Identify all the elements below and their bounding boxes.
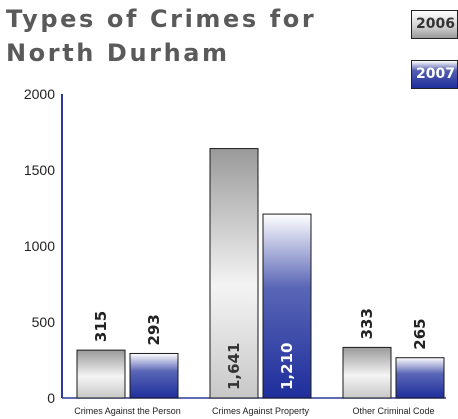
bar-2006	[76, 349, 126, 399]
bar-2006	[209, 148, 259, 399]
x-tick-label: Other Criminal Code	[352, 406, 434, 416]
data-label-2006: 333	[358, 308, 376, 339]
x-tick-label: Crimes Against the Person	[74, 406, 181, 416]
y-tick-label: 1000	[24, 238, 55, 254]
bar-2006	[342, 346, 392, 399]
bar-2007	[395, 357, 445, 399]
y-tick-label: 500	[32, 314, 56, 330]
data-label-2006: 315	[92, 311, 110, 342]
chart-title: Types of Crimes for North Durham	[6, 2, 316, 70]
y-tick-label: 2000	[24, 86, 55, 102]
data-label-2006: 1,641	[225, 343, 243, 390]
chart-title-line-1: Types of Crimes for	[6, 5, 317, 33]
y-tick-label: 0	[47, 390, 55, 406]
bar-2007	[129, 352, 179, 399]
data-label-2007: 1,210	[278, 343, 296, 390]
chart-title-line-2: North Durham	[6, 39, 230, 67]
data-label-2007: 265	[411, 318, 429, 349]
plot-area: 0 500 1000 1500 2000 315 293 Crimes Against the…	[24, 86, 446, 416]
x-tick-label: Crimes Against Property	[212, 406, 310, 416]
bar-2007	[262, 213, 312, 399]
legend-item-2007: 2007	[411, 60, 458, 89]
y-tick-label: 1500	[24, 162, 55, 178]
data-label-2007: 293	[145, 314, 163, 345]
legend-item-2006: 2006	[411, 10, 458, 39]
